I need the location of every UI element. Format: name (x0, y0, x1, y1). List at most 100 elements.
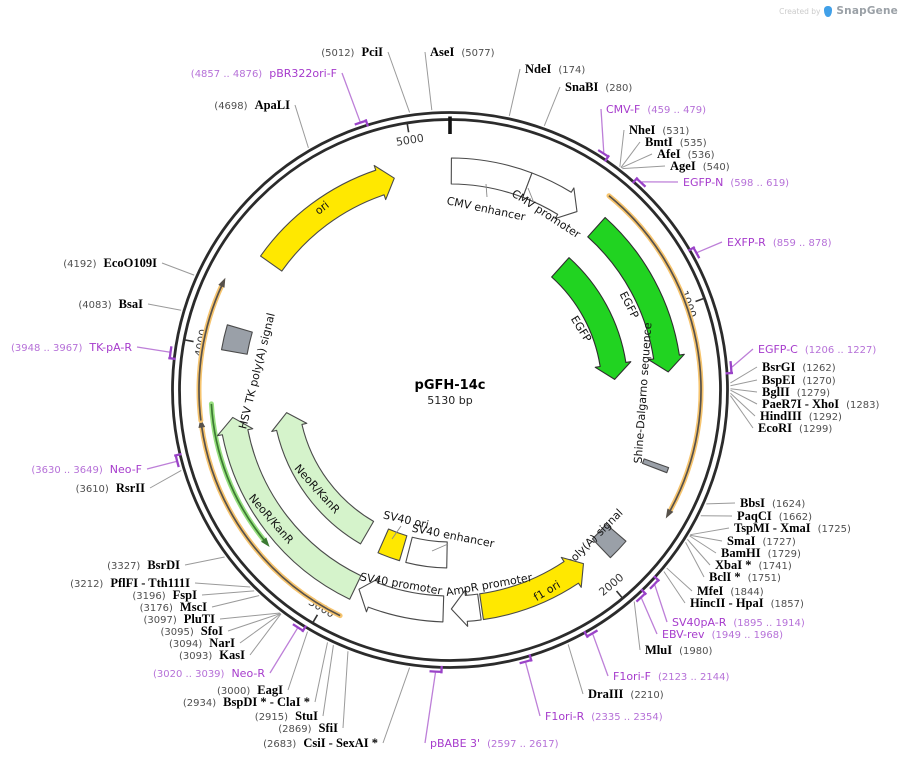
primer-mark-F1oriR[interactable] (519, 658, 532, 665)
site-label-NarI[interactable]: (3094) NarI (169, 636, 235, 650)
site-label-SnaBI[interactable]: SnaBI (280) (565, 80, 632, 94)
site-label-BclI[interactable]: BclI * (1751) (709, 570, 781, 584)
label-name: ApaLI (255, 98, 291, 112)
primer-label-pBR322oriF[interactable]: (4857 .. 4876) pBR322ori-F (191, 67, 337, 80)
feature-sv40-polya[interactable] (591, 523, 627, 559)
site-label-BspEI[interactable]: BspEI (1270) (762, 373, 836, 387)
feature-egfp-inner[interactable] (551, 257, 632, 380)
primer-mark-tick-F1oriF (583, 630, 589, 639)
site-label-AgeI[interactable]: AgeI (540) (670, 159, 730, 173)
label-name: HindIII (760, 409, 802, 423)
site-label-HincIIHpaI[interactable]: HincII - HpaI (1857) (690, 596, 804, 610)
leader-line-EcoRI (730, 395, 754, 429)
site-label-EcoO109I[interactable]: (4192) EcoO109I (63, 256, 157, 270)
site-label-MfeI[interactable]: MfeI (1844) (697, 584, 764, 598)
site-label-SmaI[interactable]: SmaI (1727) (727, 534, 796, 548)
orange-arc-left-upper-arrowhead (218, 277, 226, 288)
site-label-StuI[interactable]: (2915) StuI (255, 709, 318, 723)
feature-neor-kanr-inner[interactable] (271, 412, 375, 545)
primer-mark-pBABE3[interactable] (429, 670, 442, 674)
site-label-RsrII[interactable]: (3610) RsrII (76, 481, 146, 495)
leader-line-NdeI (508, 68, 521, 116)
site-label-BsrGI[interactable]: BsrGI (1262) (762, 360, 836, 374)
site-label-BsrDI[interactable]: (3327) BsrDI (107, 558, 180, 572)
label-position: (2597 .. 2617) (487, 739, 559, 750)
feature-ampr-promoter[interactable] (450, 589, 482, 627)
primer-label-NeoR[interactable]: (3020 .. 3039) Neo-R (153, 667, 265, 680)
site-label-NdeI[interactable]: NdeI (174) (525, 62, 585, 76)
feature-connector-cmv-enhancer (485, 183, 488, 198)
site-label-NheI[interactable]: NheI (531) (629, 123, 689, 137)
primer-label-EGFPC[interactable]: EGFP-C (1206 .. 1227) (758, 343, 876, 356)
site-label-BamHI[interactable]: BamHI (1729) (721, 546, 801, 560)
site-label-BsaI[interactable]: (4083) BsaI (78, 297, 143, 311)
site-label-PaeR7IXhoI[interactable]: PaeR7I - XhoI (1283) (762, 397, 879, 411)
feature-sv40-enhancer[interactable] (405, 536, 448, 569)
site-label-TspMIXmaI[interactable]: TspMI - XmaI (1725) (734, 521, 851, 535)
primer-leader-pBR322oriF (341, 72, 361, 122)
site-label-BbsI[interactable]: BbsI (1624) (740, 496, 805, 510)
label-name: EBV-rev (662, 628, 705, 641)
primer-label-pBABE3[interactable]: pBABE 3' (2597 .. 2617) (430, 737, 559, 750)
site-label-SfiI[interactable]: (2869) SfiI (278, 721, 338, 735)
site-label-FspI[interactable]: (3196) FspI (132, 588, 197, 602)
site-label-PflFITth111I[interactable]: (3212) PflFI - Tth111I (70, 576, 190, 590)
watermark: Created by SnapGene (779, 5, 898, 17)
label-name: PflFI - Tth111I (110, 576, 190, 590)
feature-cmv-promoter[interactable] (522, 172, 578, 220)
primer-label-EGFPN[interactable]: EGFP-N (598 .. 619) (683, 176, 789, 189)
site-label-EcoRI[interactable]: EcoRI (1299) (758, 421, 832, 435)
primer-label-NeoF[interactable]: (3630 .. 3649) Neo-F (31, 463, 142, 476)
site-label-AseI[interactable]: AseI (5077) (430, 45, 495, 59)
site-label-XbaI[interactable]: XbaI * (1741) (715, 558, 792, 572)
site-label-SfoI[interactable]: (3095) SfoI (161, 624, 224, 638)
feature-shine-dalgarno[interactable] (641, 458, 670, 474)
site-label-PaqCI[interactable]: PaqCI (1662) (737, 509, 812, 523)
label-name: EGFP-N (683, 176, 723, 189)
feature-sv40-promoter[interactable] (358, 577, 445, 623)
site-label-MluI[interactable]: MluI (1980) (645, 643, 712, 657)
primer-mark-TKpAR[interactable] (168, 346, 173, 359)
site-label-EagI[interactable]: (3000) EagI (217, 683, 283, 697)
site-label-KasI[interactable]: (3093) KasI (179, 648, 245, 662)
primer-label-TKpAR[interactable]: (3948 .. 3967) TK-pA-R (11, 341, 132, 354)
site-label-BspDIClaI[interactable]: (2934) BspDI * - ClaI * (183, 695, 310, 709)
site-label-DraIII[interactable]: DraIII (2210) (588, 687, 664, 701)
leader-line-RsrII (149, 470, 182, 489)
primer-label-EXFPR[interactable]: EXFP-R (859 .. 878) (727, 236, 832, 249)
primer-label-EBVrev[interactable]: EBV-rev (1949 .. 1968) (662, 628, 783, 641)
primer-label-F1oriR[interactable]: F1ori-R (2335 .. 2354) (545, 710, 663, 723)
label-name: BclI * (709, 570, 741, 584)
label-position: (1741) (758, 561, 791, 572)
feature-f1-ori[interactable] (479, 556, 584, 621)
site-label-BglII[interactable]: BglII (1279) (762, 385, 830, 399)
watermark-created-by: Created by (779, 6, 821, 16)
leader-line-BspEI (730, 379, 758, 387)
site-label-CsiISexAI[interactable]: (2683) CsiI - SexAI * (263, 736, 378, 750)
label-name: StuI (295, 709, 318, 723)
site-label-MscI[interactable]: (3176) MscI (140, 600, 207, 614)
primer-mark-NeoF[interactable] (174, 455, 180, 468)
leader-line-HincIIHpaI (663, 571, 686, 604)
site-label-PluTI[interactable]: (3097) PluTI (143, 612, 215, 626)
label-name: Neo-F (110, 463, 142, 476)
label-name: PaeR7I - XhoI (762, 397, 839, 411)
feature-hsv-tk-polya[interactable] (220, 324, 253, 355)
label-position: (4192) (63, 259, 96, 270)
primer-label-F1oriF[interactable]: F1ori-F (2123 .. 2144) (613, 670, 729, 683)
green-arc-left-arrowhead (261, 537, 270, 548)
site-label-PciI[interactable]: (5012) PciI (321, 45, 383, 59)
site-label-HindIII[interactable]: HindIII (1292) (760, 409, 842, 423)
site-label-BmtI[interactable]: BmtI (535) (645, 135, 707, 149)
primer-label-CMVF[interactable]: CMV-F (459 .. 479) (606, 103, 706, 116)
site-label-ApaLI[interactable]: (4698) ApaLI (214, 98, 290, 112)
primer-leader-pBABE3 (424, 672, 437, 744)
feature-neor-kanr-outer[interactable] (216, 416, 362, 600)
feature-egfp-outer[interactable] (587, 216, 685, 373)
primer-mark-EGFPC[interactable] (729, 360, 733, 374)
label-name: AgeI (670, 159, 696, 173)
primer-label-SV40pAR[interactable]: SV40pA-R (1895 .. 1914) (672, 616, 805, 629)
site-label-AfeI[interactable]: AfeI (536) (657, 147, 715, 161)
feature-sv40-ori[interactable] (377, 528, 408, 562)
feature-ori[interactable] (260, 164, 395, 272)
